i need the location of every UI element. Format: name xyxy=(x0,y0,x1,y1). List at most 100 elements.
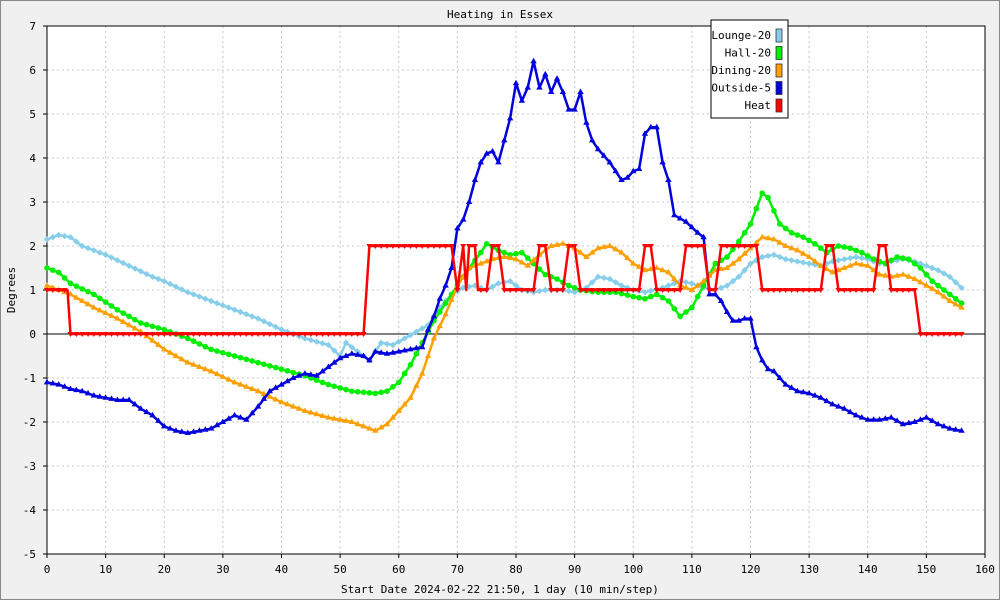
data-point-outside-5 xyxy=(108,395,115,401)
y-tick-label: 5 xyxy=(29,108,36,121)
data-point-lounge-20 xyxy=(600,274,608,282)
data-point-lounge-20 xyxy=(835,257,842,264)
data-point-dining-20 xyxy=(342,417,350,423)
data-point-outside-5 xyxy=(759,356,766,363)
data-point-hall-20 xyxy=(911,260,918,267)
data-point-lounge-20 xyxy=(776,253,784,261)
y-tick-label: 0 xyxy=(29,328,36,341)
data-point-dining-20 xyxy=(96,306,103,313)
data-point-heat xyxy=(548,288,555,293)
data-point-outside-5 xyxy=(161,422,168,429)
data-point-heat xyxy=(372,244,379,249)
grid xyxy=(46,25,986,555)
data-point-hall-20 xyxy=(237,354,244,361)
data-point-heat xyxy=(231,332,238,337)
data-point-outside-5 xyxy=(700,233,707,240)
data-point-outside-5 xyxy=(219,418,227,424)
data-point-lounge-20 xyxy=(717,284,725,291)
data-point-outside-5 xyxy=(460,216,467,222)
data-point-hall-20 xyxy=(554,276,560,282)
data-point-outside-5 xyxy=(237,414,244,420)
data-point-outside-5 xyxy=(612,167,619,174)
data-point-heat xyxy=(630,288,637,293)
data-point-dining-20 xyxy=(413,382,420,388)
data-point-outside-5 xyxy=(542,70,549,77)
data-point-heat xyxy=(706,288,713,293)
x-tick-label: 70 xyxy=(451,563,464,576)
data-point-dining-20 xyxy=(776,239,784,245)
data-point-dining-20 xyxy=(589,249,596,255)
data-point-outside-5 xyxy=(67,385,74,391)
data-point-lounge-20 xyxy=(389,341,397,349)
data-point-heat xyxy=(606,288,613,293)
data-point-heat xyxy=(337,332,344,337)
data-point-outside-5 xyxy=(717,297,725,303)
data-point-lounge-20 xyxy=(196,293,203,300)
data-point-dining-20 xyxy=(366,425,373,431)
data-point-lounge-20 xyxy=(929,264,936,272)
data-point-outside-5 xyxy=(929,417,936,423)
data-point-dining-20 xyxy=(512,255,520,262)
data-point-heat xyxy=(73,332,80,337)
data-point-heat xyxy=(137,332,144,337)
data-point-hall-20 xyxy=(108,303,115,309)
data-point-outside-5 xyxy=(290,374,297,380)
data-point-dining-20 xyxy=(307,409,315,415)
x-tick-label: 120 xyxy=(741,563,761,576)
data-point-dining-20 xyxy=(260,390,268,396)
data-point-dining-20 xyxy=(811,257,819,264)
data-point-hall-20 xyxy=(818,245,824,251)
data-point-lounge-20 xyxy=(682,279,690,286)
data-point-hall-20 xyxy=(225,351,232,358)
data-point-heat xyxy=(946,332,953,337)
legend-swatch-outside-5 xyxy=(775,81,783,95)
data-point-dining-20 xyxy=(641,266,649,273)
data-point-heat xyxy=(694,244,701,249)
data-point-hall-20 xyxy=(771,208,777,214)
data-point-heat xyxy=(618,288,625,293)
y-tick-label: 4 xyxy=(29,152,36,165)
data-point-dining-20 xyxy=(506,254,514,261)
data-point-outside-5 xyxy=(125,396,133,402)
data-point-heat xyxy=(559,288,566,293)
data-point-heat xyxy=(425,244,432,249)
data-point-heat xyxy=(671,288,678,293)
data-point-hall-20 xyxy=(278,366,285,373)
data-point-outside-5 xyxy=(149,411,156,418)
legend: Lounge-20 Hall-20 Dining-20 Outside-5 Heat xyxy=(710,19,789,119)
data-point-heat xyxy=(319,332,326,337)
data-point-dining-20 xyxy=(360,422,367,429)
data-point-hall-20 xyxy=(261,361,267,368)
x-tick-label: 90 xyxy=(568,563,581,576)
data-point-dining-20 xyxy=(372,427,379,433)
data-point-outside-5 xyxy=(635,165,643,171)
data-point-lounge-20 xyxy=(377,339,385,346)
data-point-lounge-20 xyxy=(231,306,238,313)
data-point-heat xyxy=(542,244,549,249)
data-point-outside-5 xyxy=(360,352,367,358)
data-point-heat xyxy=(782,288,789,293)
data-point-outside-5 xyxy=(893,417,901,423)
data-point-hall-20 xyxy=(624,292,631,298)
data-point-hall-20 xyxy=(689,304,695,311)
data-point-lounge-20 xyxy=(618,282,625,289)
data-point-hall-20 xyxy=(331,383,338,390)
plot-area xyxy=(43,57,965,435)
data-point-heat xyxy=(899,288,906,293)
data-point-dining-20 xyxy=(624,254,631,261)
data-point-outside-5 xyxy=(471,176,479,182)
x-tick-label: 80 xyxy=(509,563,522,576)
data-point-heat xyxy=(184,332,191,337)
data-point-heat xyxy=(829,244,836,249)
data-point-heat xyxy=(665,288,672,293)
data-point-outside-5 xyxy=(870,416,877,422)
data-point-heat xyxy=(917,332,924,337)
data-point-outside-5 xyxy=(96,393,103,399)
data-point-dining-20 xyxy=(108,312,115,318)
data-point-dining-20 xyxy=(671,275,678,281)
data-point-outside-5 xyxy=(254,403,262,409)
data-point-hall-20 xyxy=(366,390,373,396)
data-point-heat xyxy=(284,332,291,337)
data-point-dining-20 xyxy=(184,359,191,365)
data-point-hall-20 xyxy=(208,346,214,353)
